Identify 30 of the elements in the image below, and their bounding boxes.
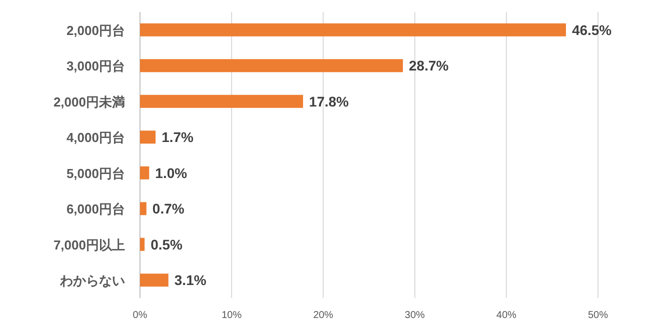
bar <box>140 274 168 287</box>
bar <box>140 59 403 72</box>
bar <box>140 166 150 180</box>
data-label: 1.7% <box>162 129 194 146</box>
y-tick-label: 4,000円台 <box>66 130 125 146</box>
x-tick-label: 50% <box>588 310 608 321</box>
data-label: 0.7% <box>152 200 185 217</box>
bar <box>140 23 566 36</box>
y-tick-label: 2,000円未満 <box>53 94 125 110</box>
data-label: 0.5% <box>150 236 184 252</box>
data-label: 3.1% <box>174 272 207 288</box>
y-tick-label: 3,000円台 <box>66 58 125 74</box>
y-tick-label: 7,000円以上 <box>53 237 125 252</box>
y-tick-label: 2,000円台 <box>66 22 125 38</box>
y-tick-label: 5,000円台 <box>66 166 125 181</box>
bar <box>140 94 304 108</box>
bar <box>140 202 146 216</box>
x-tick-label: 0% <box>132 310 148 321</box>
x-tick-label: 30% <box>404 310 425 321</box>
x-tick-label: 40% <box>496 310 517 321</box>
bar <box>140 238 145 251</box>
x-tick-label: 20% <box>313 310 334 321</box>
data-label: 46.5% <box>572 22 612 38</box>
y-tick-label: わからない <box>59 273 125 288</box>
data-label: 17.8% <box>309 93 350 110</box>
y-tick-label: 6,000円台 <box>66 202 125 217</box>
bar <box>140 130 156 144</box>
data-label: 28.7% <box>408 58 450 74</box>
data-label: 1.0% <box>155 164 188 181</box>
x-tick-label: 10% <box>222 310 242 321</box>
